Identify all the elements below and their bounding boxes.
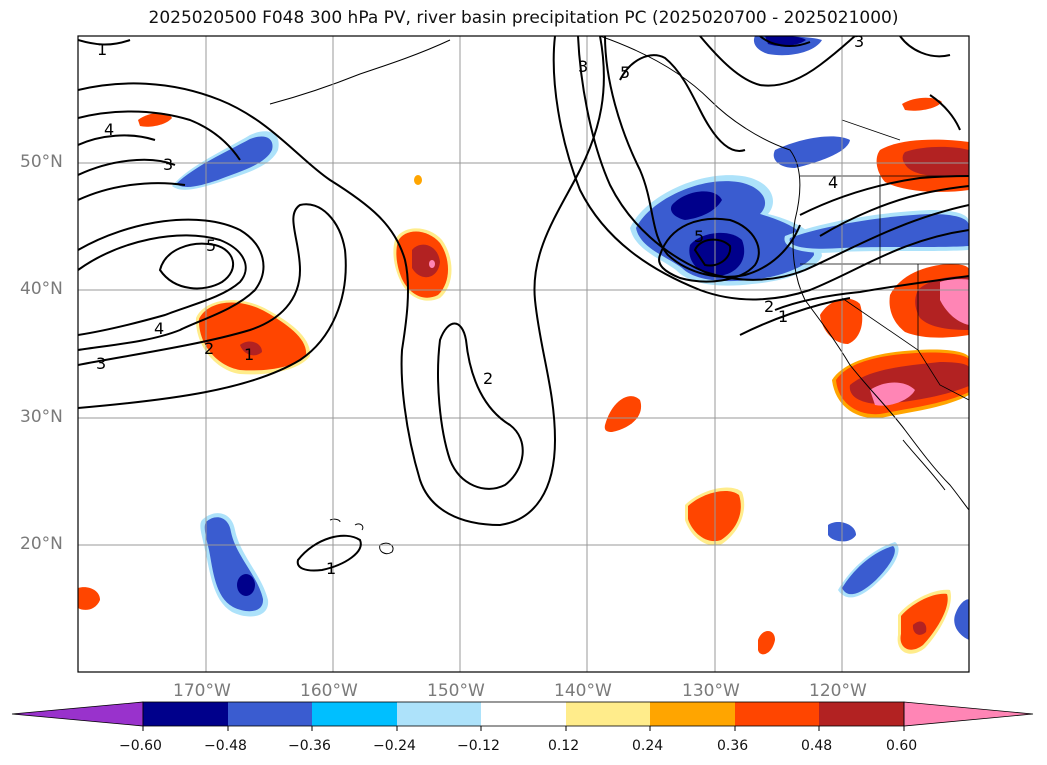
pv-label: 3 <box>578 57 588 76</box>
colorbar-tick-label: −0.36 <box>288 738 331 754</box>
colorbar-tick-label: −0.48 <box>204 738 247 754</box>
colorbar-tick-label: −0.24 <box>373 738 416 754</box>
lat-label: 50°N <box>20 152 63 172</box>
pv-label: 2 <box>204 339 214 358</box>
lat-label: 40°N <box>20 279 63 299</box>
lat-label: 20°N <box>20 534 63 554</box>
colorbar-extend-high <box>903 701 1034 727</box>
colorbar-bin <box>735 702 819 726</box>
colorbar-bin <box>566 702 650 726</box>
colorbar-bin <box>143 702 228 726</box>
colorbar-tick-label: 0.12 <box>548 738 580 754</box>
colorbar-bin <box>397 702 481 726</box>
pv-label: 5 <box>620 63 630 82</box>
colorbar-tick-label: −0.12 <box>457 738 500 754</box>
pv-label: 3 <box>163 155 173 174</box>
neg-region-nw-coast <box>773 136 850 168</box>
colorbar-tick-label: 0.36 <box>717 738 749 754</box>
gridlines <box>78 36 969 672</box>
lon-label: 150°W <box>427 681 485 701</box>
pv-label: 1 <box>97 40 107 59</box>
pv-contour-west-ridge <box>78 36 605 527</box>
lat-label: 30°N <box>20 407 63 427</box>
colorbar-bin <box>481 702 566 726</box>
pv-label: 1 <box>778 307 788 326</box>
pv-label: 1 <box>244 345 254 364</box>
colorbar <box>11 701 1034 731</box>
lon-label: 140°W <box>554 681 612 701</box>
pv-label: 3 <box>854 32 864 51</box>
pv-label: 4 <box>154 319 164 338</box>
lon-label: 120°W <box>809 681 867 701</box>
pv-label: 1 <box>326 559 336 578</box>
positive-pc-regions <box>78 97 969 655</box>
pv-label: 4 <box>104 120 114 139</box>
pv-label: 4 <box>828 173 838 192</box>
colorbar-tick-label: 0.24 <box>632 738 664 754</box>
figure-title: 2025020500 F048 300 hPa PV, river basin … <box>148 8 899 28</box>
pv-label: 2 <box>483 369 493 388</box>
colorbar-tick-label: 0.48 <box>801 738 833 754</box>
colorbar-tick-label: −0.60 <box>119 738 162 754</box>
colorbar-tick-label: 0.60 <box>886 738 918 754</box>
pv-label: 5 <box>206 236 216 255</box>
pv-label: 5 <box>694 227 704 246</box>
colorbar-bin <box>312 702 397 726</box>
pos-region-norcal <box>820 298 863 344</box>
pos-region-mid <box>604 396 642 432</box>
pv-label: 3 <box>96 354 106 373</box>
pv-contour-gulf-alaska-trough <box>552 36 969 301</box>
colorbar-extend-low <box>11 701 144 727</box>
colorbar-bin <box>650 702 735 726</box>
pv-contours <box>78 36 969 572</box>
colorbar-bin <box>819 702 904 726</box>
pv-label: 2 <box>764 297 774 316</box>
colorbar-bin <box>228 702 312 726</box>
lon-label: 160°W <box>300 681 358 701</box>
pv-contour-1-north <box>78 39 131 46</box>
political-borders <box>800 36 969 401</box>
pv-contour-labels: 1 4 3 5 4 2 1 3 2 1 3 5 5 4 2 1 3 <box>96 32 864 578</box>
map-frame <box>77 35 970 673</box>
lon-label: 170°W <box>173 681 231 701</box>
lon-label: 130°W <box>682 681 740 701</box>
